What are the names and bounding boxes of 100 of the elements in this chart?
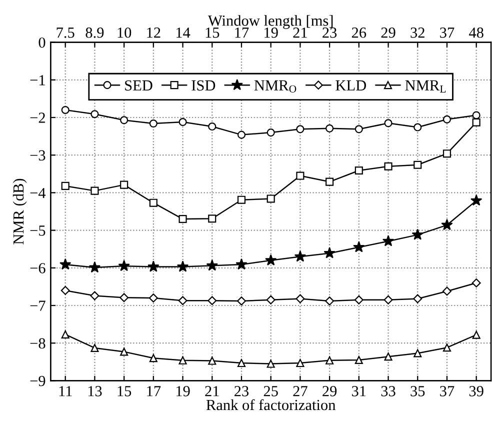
point <box>120 348 128 356</box>
y-tick-label: −9 <box>30 376 46 386</box>
point <box>472 330 480 339</box>
x-tick-label: 39 <box>469 386 484 396</box>
legend-label: ISD <box>192 80 216 91</box>
text: 37 <box>440 28 454 38</box>
point <box>120 293 129 302</box>
point <box>178 296 188 306</box>
point <box>354 295 364 304</box>
point <box>296 294 305 304</box>
point <box>149 119 158 128</box>
point <box>414 349 422 358</box>
point <box>472 111 480 120</box>
x-axis-title: Rank of factorization <box>206 399 336 410</box>
legend-label: KLD <box>336 80 366 90</box>
point <box>206 260 218 271</box>
point <box>384 352 392 361</box>
point <box>266 128 275 137</box>
x-tick-label: 27 <box>293 386 308 396</box>
point <box>176 260 189 272</box>
text: 15 <box>206 28 220 38</box>
point <box>208 122 216 131</box>
legend-label: SED <box>125 80 152 91</box>
point <box>61 106 70 114</box>
point <box>149 198 158 207</box>
point <box>324 247 336 258</box>
point <box>384 295 393 304</box>
point <box>296 172 304 180</box>
point <box>384 162 392 170</box>
point <box>236 258 248 270</box>
text: 48 <box>468 28 484 38</box>
point <box>384 119 392 128</box>
point <box>472 118 480 126</box>
point <box>414 160 422 169</box>
point <box>266 194 275 203</box>
point <box>296 125 304 134</box>
point <box>441 218 453 230</box>
point <box>120 116 128 124</box>
point <box>60 286 70 295</box>
point <box>148 260 160 272</box>
y-axis-title: NMR (dB) <box>12 178 27 244</box>
point <box>266 360 275 368</box>
text: 12 <box>147 28 160 38</box>
point <box>382 235 394 246</box>
point <box>208 214 216 223</box>
y-tick-label: −8 <box>30 338 46 349</box>
point <box>266 295 276 304</box>
x-tick-label: 37 <box>440 386 454 396</box>
text: 21 <box>293 28 307 38</box>
x-tick-label: 19 <box>176 386 190 396</box>
point <box>472 278 481 288</box>
text: 29 <box>381 28 396 38</box>
point <box>353 241 365 252</box>
text: 8.9 <box>86 28 104 38</box>
point <box>294 250 306 262</box>
legend-label: NMR$_{L}$ <box>405 80 446 92</box>
text: 32 <box>410 28 424 38</box>
point <box>61 330 70 338</box>
point <box>60 258 72 270</box>
point <box>326 178 334 186</box>
text: 23 <box>322 28 337 38</box>
y-tick-label: −4 <box>30 188 46 198</box>
point <box>325 296 334 306</box>
x-tick-label: 31 <box>352 386 366 396</box>
x-tick-label: 23 <box>234 386 249 396</box>
point <box>414 123 422 132</box>
x-tick-label: 11 <box>59 386 72 396</box>
point <box>442 115 452 124</box>
point <box>178 118 187 126</box>
x-tick-label: 21 <box>205 386 219 396</box>
point <box>413 294 422 304</box>
point <box>326 356 334 364</box>
point <box>237 296 246 306</box>
x-tick-label: 33 <box>381 386 396 396</box>
text: 17 <box>235 28 249 38</box>
text: 10 <box>118 28 132 38</box>
y-tick-label: −6 <box>30 263 46 274</box>
point <box>442 344 452 352</box>
point <box>442 150 452 158</box>
point <box>90 186 99 195</box>
point <box>412 228 424 240</box>
point <box>354 166 363 175</box>
point <box>237 359 246 368</box>
x-tick-label: 25 <box>264 386 278 396</box>
point <box>208 356 216 365</box>
legend-label: NMR$_{O}$ <box>254 80 296 93</box>
point <box>296 359 304 368</box>
text: 19 <box>264 28 278 38</box>
point <box>88 261 101 273</box>
point <box>61 182 70 190</box>
y-tick-label: −7 <box>30 300 46 311</box>
point <box>326 124 334 132</box>
point <box>208 296 217 306</box>
x-tick-label: 17 <box>147 386 161 396</box>
text: 26 <box>352 28 366 38</box>
point <box>354 356 363 364</box>
point <box>90 291 100 300</box>
y-tick-label: −1 <box>30 75 45 86</box>
point <box>470 194 482 206</box>
point <box>265 254 277 266</box>
